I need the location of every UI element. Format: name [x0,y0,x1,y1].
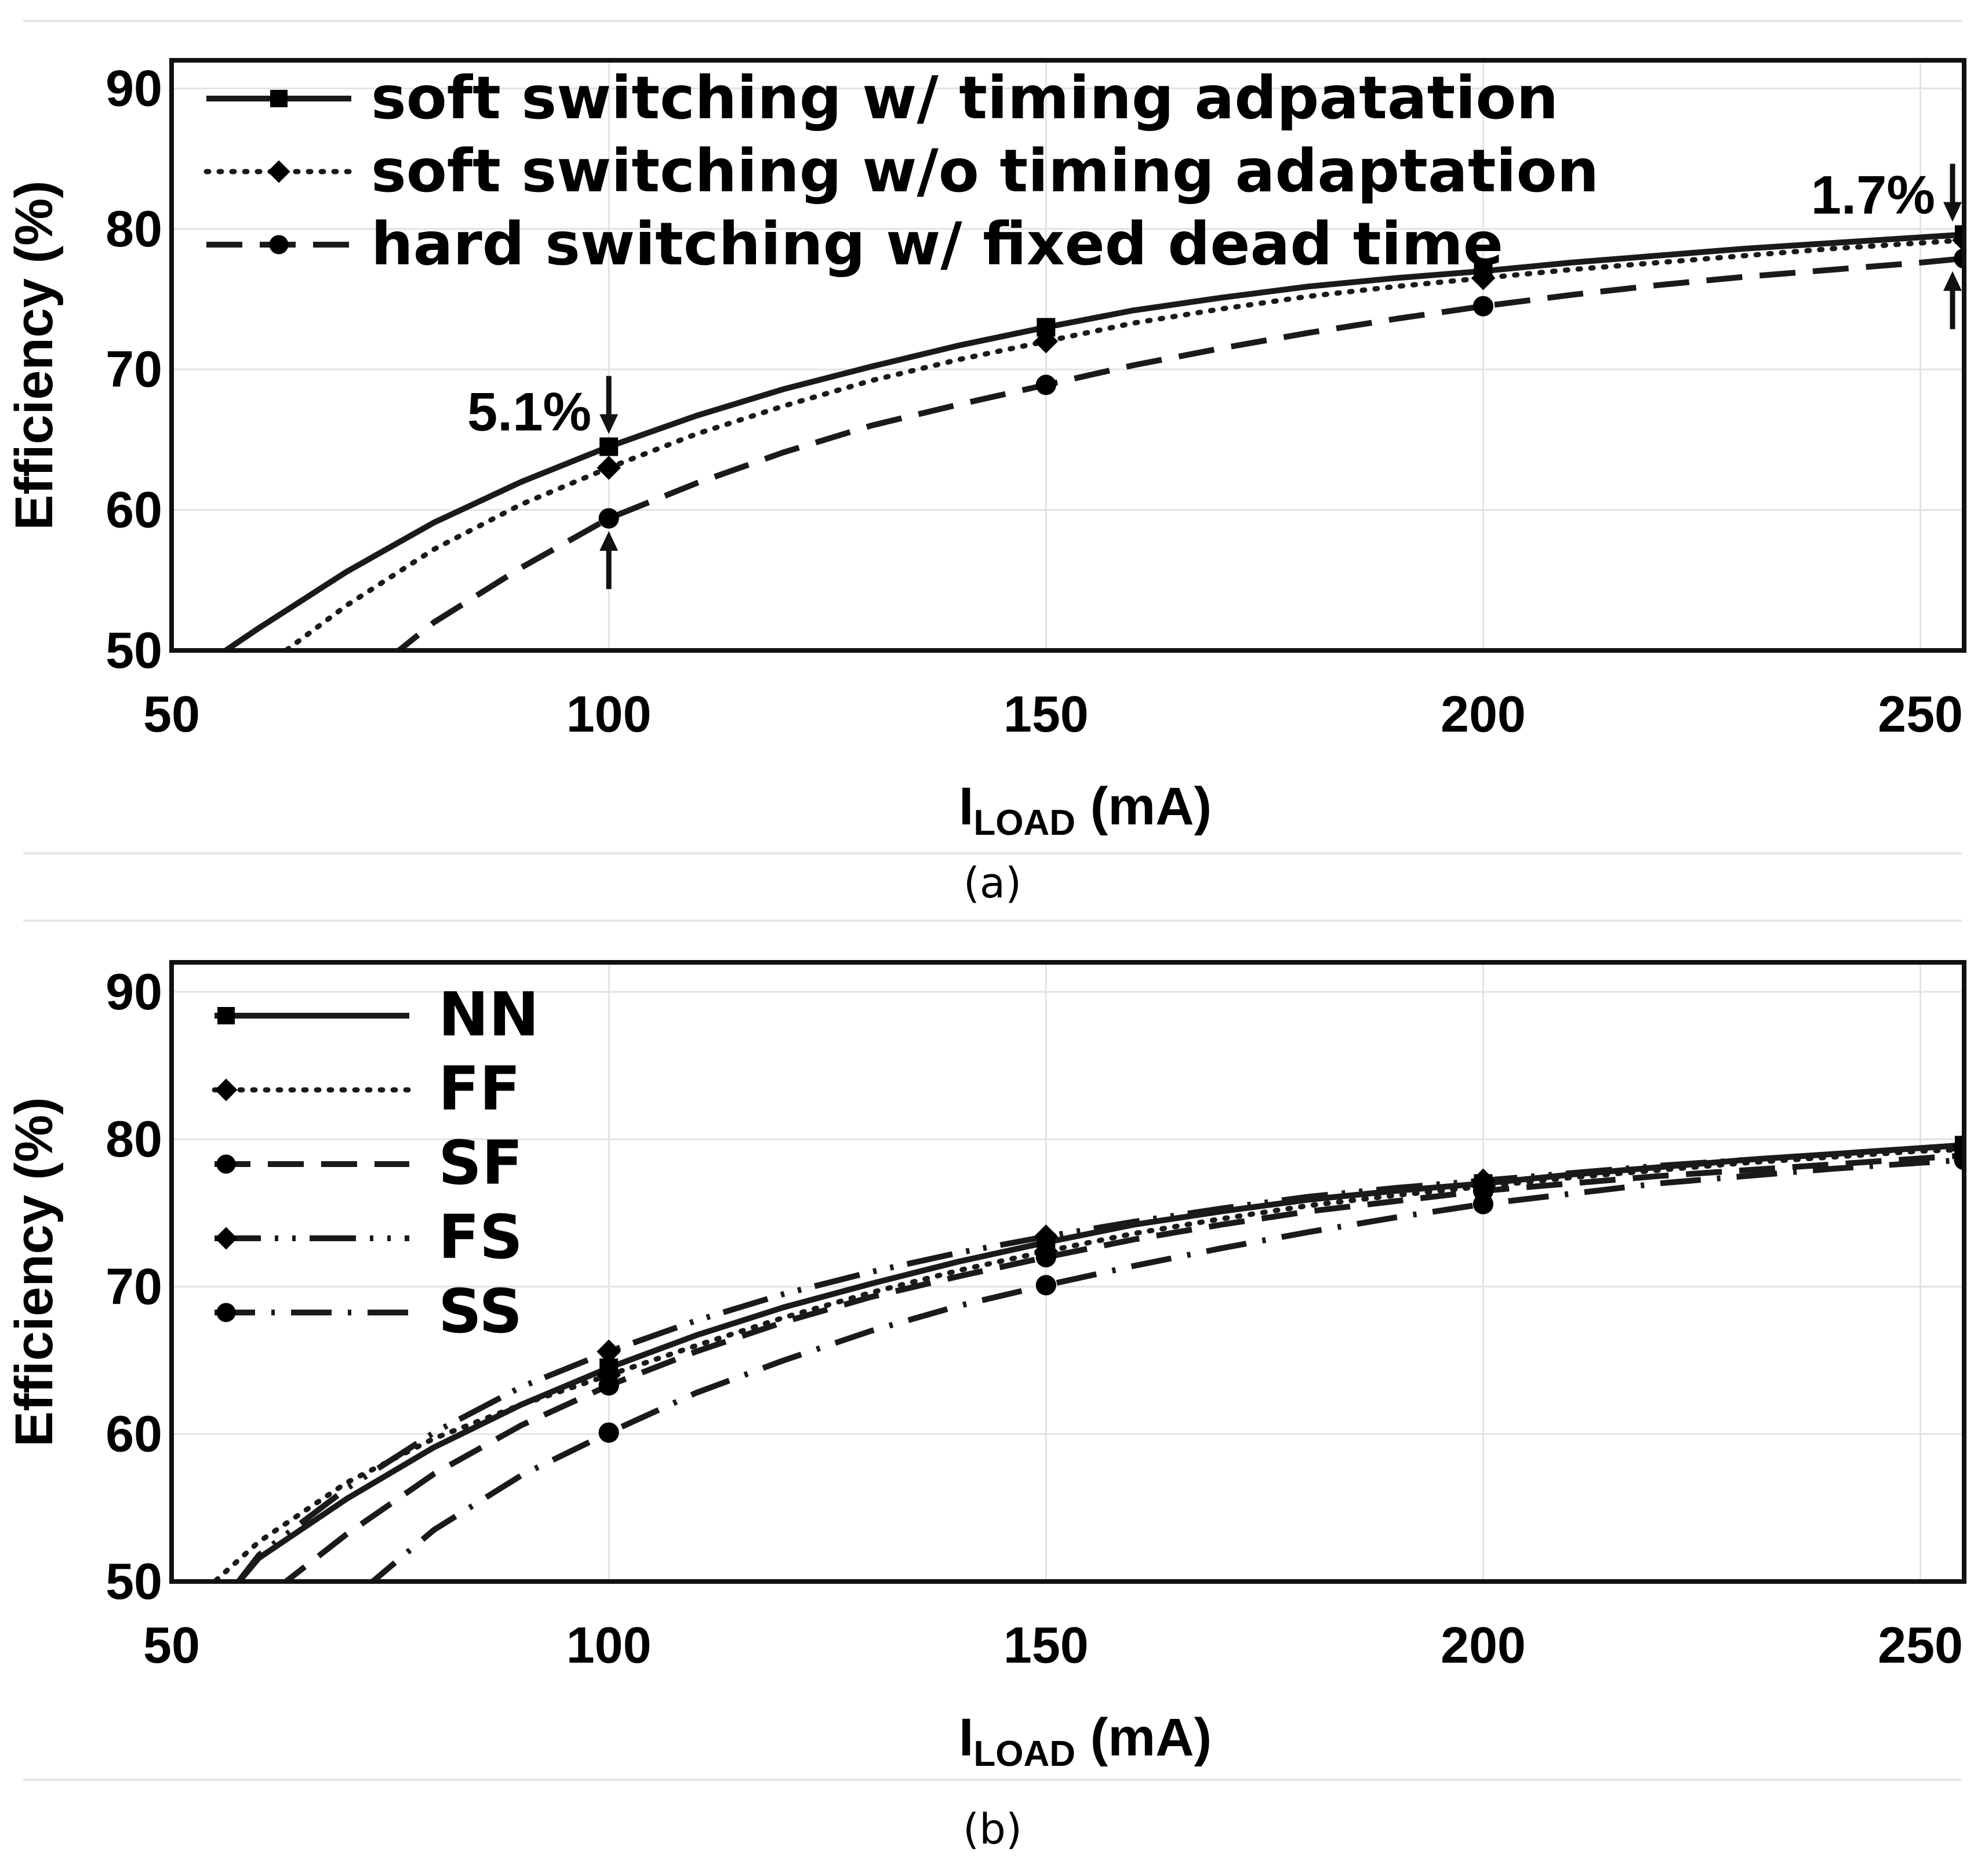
x-axis-label-unit: (mA) [1075,777,1212,836]
arrow-head [599,531,619,551]
x-tick-label: 50 [143,1616,200,1674]
annotation-label: 5.1% [467,381,591,442]
x-tick-label: 100 [566,685,652,743]
data-point-fs [597,1339,621,1364]
chart-panel-a: 50 60 70 80 90 50 100 150 200 250 Efficiency (%) IL… [5,58,1966,843]
data-point-ss [1035,1275,1056,1296]
chart-panel-b: 50 60 70 80 90 50 100 150 200 250 Efficiency (%) IL… [5,960,1966,1774]
series-line-soft-switching-w-timing-adpatation [220,231,1964,650]
data-point-hard-switching-w-fixed-dead-time [1035,375,1056,395]
arrow-head [1943,271,1962,291]
panel-label-b: (b) [963,1805,1022,1853]
series-line-ff [210,1147,1964,1581]
plot-border [169,960,1966,1584]
x-axis-label-main: I [959,777,974,836]
y-tick-label: 50 [106,1553,162,1610]
x-axis-label-main: I [959,1708,974,1767]
data-point-sf [1035,1246,1056,1268]
y-tick-label: 70 [106,340,162,398]
data-point-hard-switching-w-fixed-dead-time [1954,248,1964,269]
y-tick-label: 80 [106,200,162,257]
legend-label-5: SS [438,1276,522,1347]
x-tick-label: 100 [566,1616,652,1674]
legend-marker-4 [215,1227,238,1250]
x-axis-label: ILOAD (mA) [959,777,1212,843]
legend-marker-3 [269,235,289,255]
data-point-fs [1034,1224,1059,1249]
legend-label-3: SF [438,1128,523,1198]
data-point-soft-switching-w-o-timing-adaptation [1471,266,1496,290]
data-point-ss [1954,1150,1964,1170]
data-point-soft-switching-w-timing-adpatation [599,437,619,456]
y-axis-label: Efficiency (%) [5,1097,64,1446]
plot-area [210,1133,1964,1581]
data-point-soft-switching-w-o-timing-adaptation [1034,329,1059,354]
x-tick-label: 150 [1004,1616,1089,1674]
x-tick-label: 50 [143,685,200,743]
x-axis-label-unit: (mA) [1075,1708,1212,1767]
legend-label-2: FF [438,1053,521,1124]
y-tick-label: 90 [106,963,162,1020]
y-tick-label: 60 [106,1405,162,1463]
x-axis-label: ILOAD (mA) [959,1708,1212,1774]
data-point-fs [1471,1168,1496,1193]
series-line-soft-switching-w-o-timing-adaptation [281,237,1964,650]
x-axis-label-sub: LOAD [973,803,1075,843]
data-point-hard-switching-w-fixed-dead-time [1473,296,1494,317]
data-point-soft-switching-w-o-timing-adaptation [1952,228,1964,253]
legend-label-4: FS [438,1202,523,1273]
legend-marker-2 [215,1078,238,1101]
y-tick-label: 50 [106,621,162,679]
legend-marker-5 [216,1303,236,1322]
legend-marker-3 [216,1154,236,1174]
panel-label-a: (a) [964,859,1021,907]
legend-label-1: NN [438,979,539,1050]
y-axis-label: Efficiency (%) [5,180,64,530]
legend-label-2: soft switching w/o timing adaptation [371,137,1599,206]
x-tick-label: 200 [1441,1616,1526,1674]
y-tick-label: 90 [106,59,162,117]
data-point-hard-switching-w-fixed-dead-time [598,508,619,529]
series-line-hard-switching-w-fixed-dead-time [394,255,1964,650]
y-tick-label: 70 [106,1257,162,1315]
x-tick-label: 250 [1878,685,1963,743]
x-tick-label: 250 [1878,1616,1963,1674]
data-point-soft-switching-w-o-timing-adaptation [597,456,621,480]
legend-label-1: soft switching w/ timing adpatation [371,64,1558,133]
legend-marker-2 [267,160,290,183]
data-point-ss [598,1422,619,1443]
y-tick-label: 60 [106,481,162,539]
series-line-ss [368,1157,1964,1581]
x-tick-label: 200 [1441,685,1526,743]
data-point-sf [598,1375,619,1396]
annotation-label: 1.7% [1811,165,1935,226]
plot-border [169,58,1966,653]
plot-area [220,225,1964,650]
arrow-head [599,414,619,434]
annotations: 5.1% 1.7% [467,163,1962,590]
series-line-sf [281,1152,1964,1581]
arrow-head [1943,202,1962,222]
x-tick-label: 150 [1004,685,1089,743]
legend-marker-1 [270,90,288,107]
legend: soft switching w/ timing adpatationsoft … [203,64,1599,279]
legend-label-3: hard switching w/ fixed dead time [371,210,1503,279]
x-axis-label-sub: LOAD [973,1734,1075,1774]
data-point-ss [1473,1194,1494,1215]
legend-marker-1 [217,1007,235,1024]
series-line-fs [235,1142,1964,1581]
y-tick-label: 80 [106,1110,162,1168]
